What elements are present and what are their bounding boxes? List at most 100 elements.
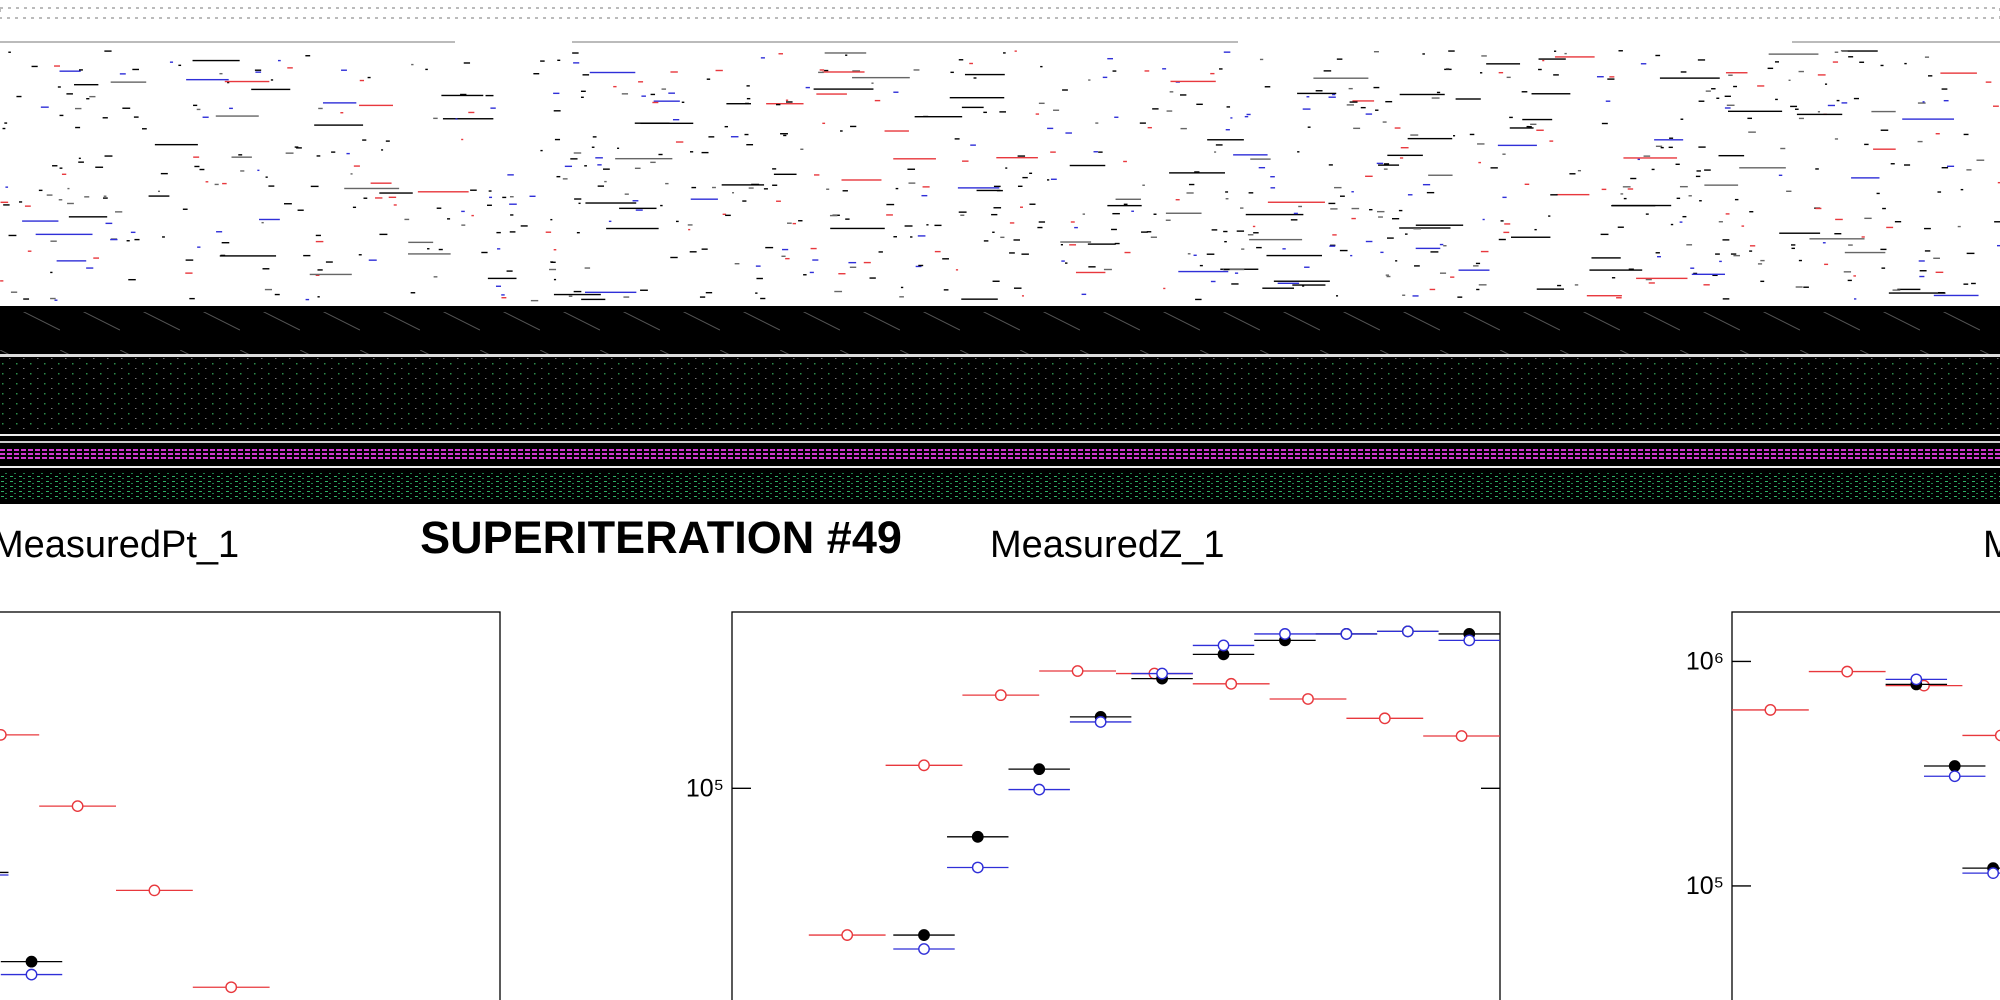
thumb-mark bbox=[934, 224, 942, 227]
thumb-mark bbox=[442, 118, 494, 120]
thumb-mark bbox=[617, 147, 620, 149]
thumb-mark bbox=[1252, 225, 1256, 228]
thumb-mark bbox=[1538, 68, 1542, 71]
thumb-mark bbox=[1528, 126, 1532, 128]
thumb-mark bbox=[748, 187, 754, 189]
thumb-mark bbox=[481, 251, 488, 254]
thumb-mark bbox=[1618, 50, 1623, 52]
thumb-mark bbox=[1429, 288, 1436, 291]
thumb-mark bbox=[38, 189, 43, 192]
thumb-mark bbox=[1725, 213, 1730, 215]
thumb-mark bbox=[1675, 163, 1680, 165]
thumb-mark bbox=[1679, 185, 1688, 188]
thumb-mark bbox=[1486, 63, 1521, 65]
thumb-mark bbox=[1005, 167, 1008, 169]
thumb-mark bbox=[130, 231, 136, 234]
thumb-mark bbox=[1739, 167, 1786, 169]
thumb-mark bbox=[1616, 297, 1622, 299]
thumb-mark bbox=[1225, 129, 1230, 131]
thumb-mark bbox=[1169, 172, 1225, 174]
thumb-mark bbox=[755, 265, 761, 267]
thumb-mark bbox=[1922, 101, 1925, 103]
thumb-mark bbox=[871, 82, 874, 84]
thumb-mark bbox=[1123, 160, 1127, 163]
thumb-mark bbox=[1384, 163, 1390, 165]
thumb-mark bbox=[1270, 176, 1275, 178]
thumb-mark bbox=[615, 157, 673, 160]
thumb-mark bbox=[1564, 52, 1567, 55]
data-point bbox=[1948, 760, 1961, 772]
thumb-mark bbox=[1188, 183, 1195, 186]
thumb-mark bbox=[786, 101, 793, 103]
thumb-mark bbox=[1481, 55, 1487, 57]
thumb-mark bbox=[56, 260, 87, 262]
data-point bbox=[1948, 770, 1961, 783]
thumb-mark bbox=[913, 69, 920, 71]
data-point bbox=[1994, 729, 2000, 742]
thumb-mark bbox=[772, 168, 777, 170]
thumb-mark bbox=[359, 79, 365, 82]
thumb-mark bbox=[1630, 177, 1637, 180]
thumb-mark bbox=[1994, 221, 2000, 223]
thumb-mark bbox=[455, 118, 458, 120]
thumb-mark bbox=[848, 261, 857, 264]
thumb-mark bbox=[509, 196, 514, 198]
thumb-mark bbox=[675, 220, 679, 223]
thumb-mark bbox=[606, 227, 659, 230]
thumb-mark bbox=[893, 158, 936, 160]
thumb-mark bbox=[672, 118, 680, 121]
thumb-mark bbox=[1225, 198, 1229, 200]
thumb-mark bbox=[915, 265, 922, 268]
thumb-mark bbox=[1880, 64, 1884, 67]
thumb-mark bbox=[1093, 151, 1098, 153]
thumb-mark bbox=[1385, 274, 1389, 276]
thumb-mark bbox=[1070, 221, 1075, 223]
thumb-mark bbox=[1443, 245, 1447, 247]
thumb-mark bbox=[1475, 262, 1481, 265]
thumb-mark bbox=[314, 124, 364, 126]
thumb-mark bbox=[1047, 179, 1050, 181]
thumb-mark bbox=[1029, 203, 1036, 205]
thumb-mark bbox=[1935, 133, 1940, 135]
data-point bbox=[1302, 693, 1314, 705]
thumb-mark bbox=[1350, 254, 1353, 257]
thumb-mark bbox=[471, 214, 474, 217]
thumb-mark bbox=[1617, 226, 1624, 228]
thumb-mark bbox=[1722, 298, 1730, 300]
thumb-mark bbox=[549, 268, 557, 271]
thumb-mark bbox=[1864, 143, 1869, 146]
y-tick-label: 10⁶ bbox=[1686, 647, 1724, 675]
thumb-mark bbox=[1348, 87, 1353, 90]
thumb-mark bbox=[1835, 218, 1843, 221]
thumb-mark bbox=[705, 291, 713, 294]
thumb-mark bbox=[1711, 88, 1716, 90]
thumb-mark bbox=[869, 277, 876, 279]
thumb-mark bbox=[1153, 213, 1157, 215]
thumb-mark bbox=[1497, 144, 1537, 147]
thumb-mark bbox=[1864, 217, 1872, 220]
thumb-mark bbox=[103, 195, 107, 197]
thumb-mark bbox=[819, 69, 825, 71]
thumb-mark bbox=[1385, 100, 1393, 103]
thumb-mark bbox=[957, 187, 1000, 189]
thumb-mark bbox=[509, 231, 516, 233]
thumb-mark bbox=[8, 234, 17, 237]
thumb-mark bbox=[1047, 127, 1054, 130]
thumb-mark bbox=[1522, 118, 1553, 121]
thumb-mark bbox=[133, 116, 139, 118]
thumb-mark bbox=[1902, 118, 1955, 120]
chart-title: M bbox=[1983, 524, 2000, 566]
thumb-mark bbox=[1395, 260, 1398, 262]
thumb-mark bbox=[650, 93, 656, 96]
thumb-mark bbox=[1716, 97, 1720, 99]
thumb-mark bbox=[132, 68, 139, 71]
thumb-mark bbox=[1282, 248, 1286, 250]
thumb-mark bbox=[1193, 254, 1197, 256]
thumb-mark bbox=[257, 169, 260, 172]
thumb-mark bbox=[1924, 250, 1931, 252]
thumb-mark bbox=[1226, 106, 1231, 108]
thumb-mark bbox=[1332, 93, 1336, 96]
thumb-mark bbox=[1273, 280, 1330, 282]
thumb-mark bbox=[1081, 293, 1087, 296]
thumb-mark bbox=[1553, 74, 1559, 76]
